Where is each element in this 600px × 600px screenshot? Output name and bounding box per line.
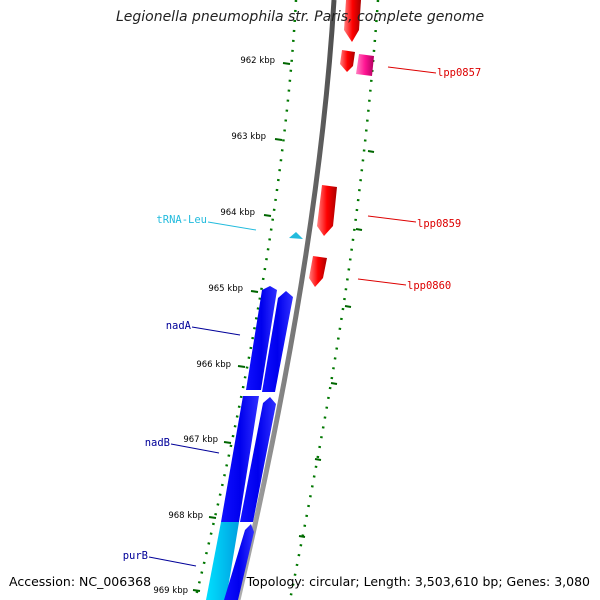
gene-feature-top [344, 0, 361, 42]
svg-text:968 kbp: 968 kbp [168, 511, 203, 521]
genome-backbone [235, 0, 337, 600]
tick-963: 963 kbp [231, 132, 283, 142]
tick-964: 964 kbp [220, 208, 272, 218]
tick-967: 967 kbp [183, 435, 232, 445]
svg-text:967 kbp: 967 kbp [183, 435, 218, 445]
scale-ticks: 962 kbp 963 kbp 964 kbp 965 kbp 966 kbp … [153, 56, 291, 596]
label-lpp0859[interactable]: lpp0859 [367, 215, 461, 230]
label-lpp0857[interactable]: lpp0857 [387, 66, 481, 79]
label-nadA[interactable]: nadA [166, 320, 241, 336]
tick-968: 968 kbp [168, 511, 217, 521]
label-purB[interactable]: purB [123, 550, 197, 567]
tick-966: 966 kbp [196, 360, 246, 370]
accession-text: Accession: NC_006368 [9, 574, 152, 589]
tick-969: 969 kbp [153, 586, 201, 596]
forward-genes [309, 0, 374, 287]
gene-feature-purB [206, 522, 239, 600]
map-title: Legionella pneumophila str. Paris, compl… [115, 9, 485, 25]
outer-ring [288, 0, 380, 600]
reverse-genes [206, 286, 293, 600]
svg-text:964 kbp: 964 kbp [220, 208, 255, 218]
gene-feature-lpp0859 [317, 185, 337, 236]
svg-text:lpp0859: lpp0859 [417, 218, 461, 230]
tick-962: 962 kbp [240, 56, 291, 66]
outer-scale-dashes [298, 150, 375, 538]
gene-feature-nadB [221, 396, 259, 522]
svg-text:965 kbp: 965 kbp [208, 284, 243, 294]
gene-feature-nadA [246, 286, 277, 390]
gene-feature-nadA-inner [262, 291, 293, 392]
svg-text:tRNA-Leu: tRNA-Leu [156, 214, 207, 226]
gene-feature-nadB-inner [240, 397, 276, 522]
svg-text:nadA: nadA [166, 320, 192, 332]
svg-text:purB: purB [123, 550, 148, 562]
label-trna-leu[interactable]: tRNA-Leu [156, 214, 257, 231]
svg-text:lpp0857: lpp0857 [437, 67, 481, 79]
svg-text:969 kbp: 969 kbp [153, 586, 188, 596]
label-nadB[interactable]: nadB [145, 437, 220, 454]
gene-feature-trna-leu [289, 232, 303, 239]
gene-feature-lpp0860 [309, 256, 327, 287]
gene-feature-lpp0857 [356, 54, 374, 76]
genome-summary-text: Topology: circular; Length: 3,503,610 bp… [246, 574, 590, 589]
gene-feature-lpp0856 [340, 50, 355, 72]
tick-965: 965 kbp [208, 284, 259, 294]
svg-text:lpp0860: lpp0860 [407, 280, 451, 292]
gene-labels: lpp0857 lpp0859 lpp0860 tRNA-Leu nadA na… [123, 66, 481, 567]
svg-text:962 kbp: 962 kbp [240, 56, 275, 66]
label-lpp0860[interactable]: lpp0860 [357, 278, 451, 292]
svg-text:nadB: nadB [145, 437, 170, 449]
svg-text:966 kbp: 966 kbp [196, 360, 231, 370]
gene-feature-purB-inner [224, 524, 254, 600]
svg-text:963 kbp: 963 kbp [231, 132, 266, 142]
